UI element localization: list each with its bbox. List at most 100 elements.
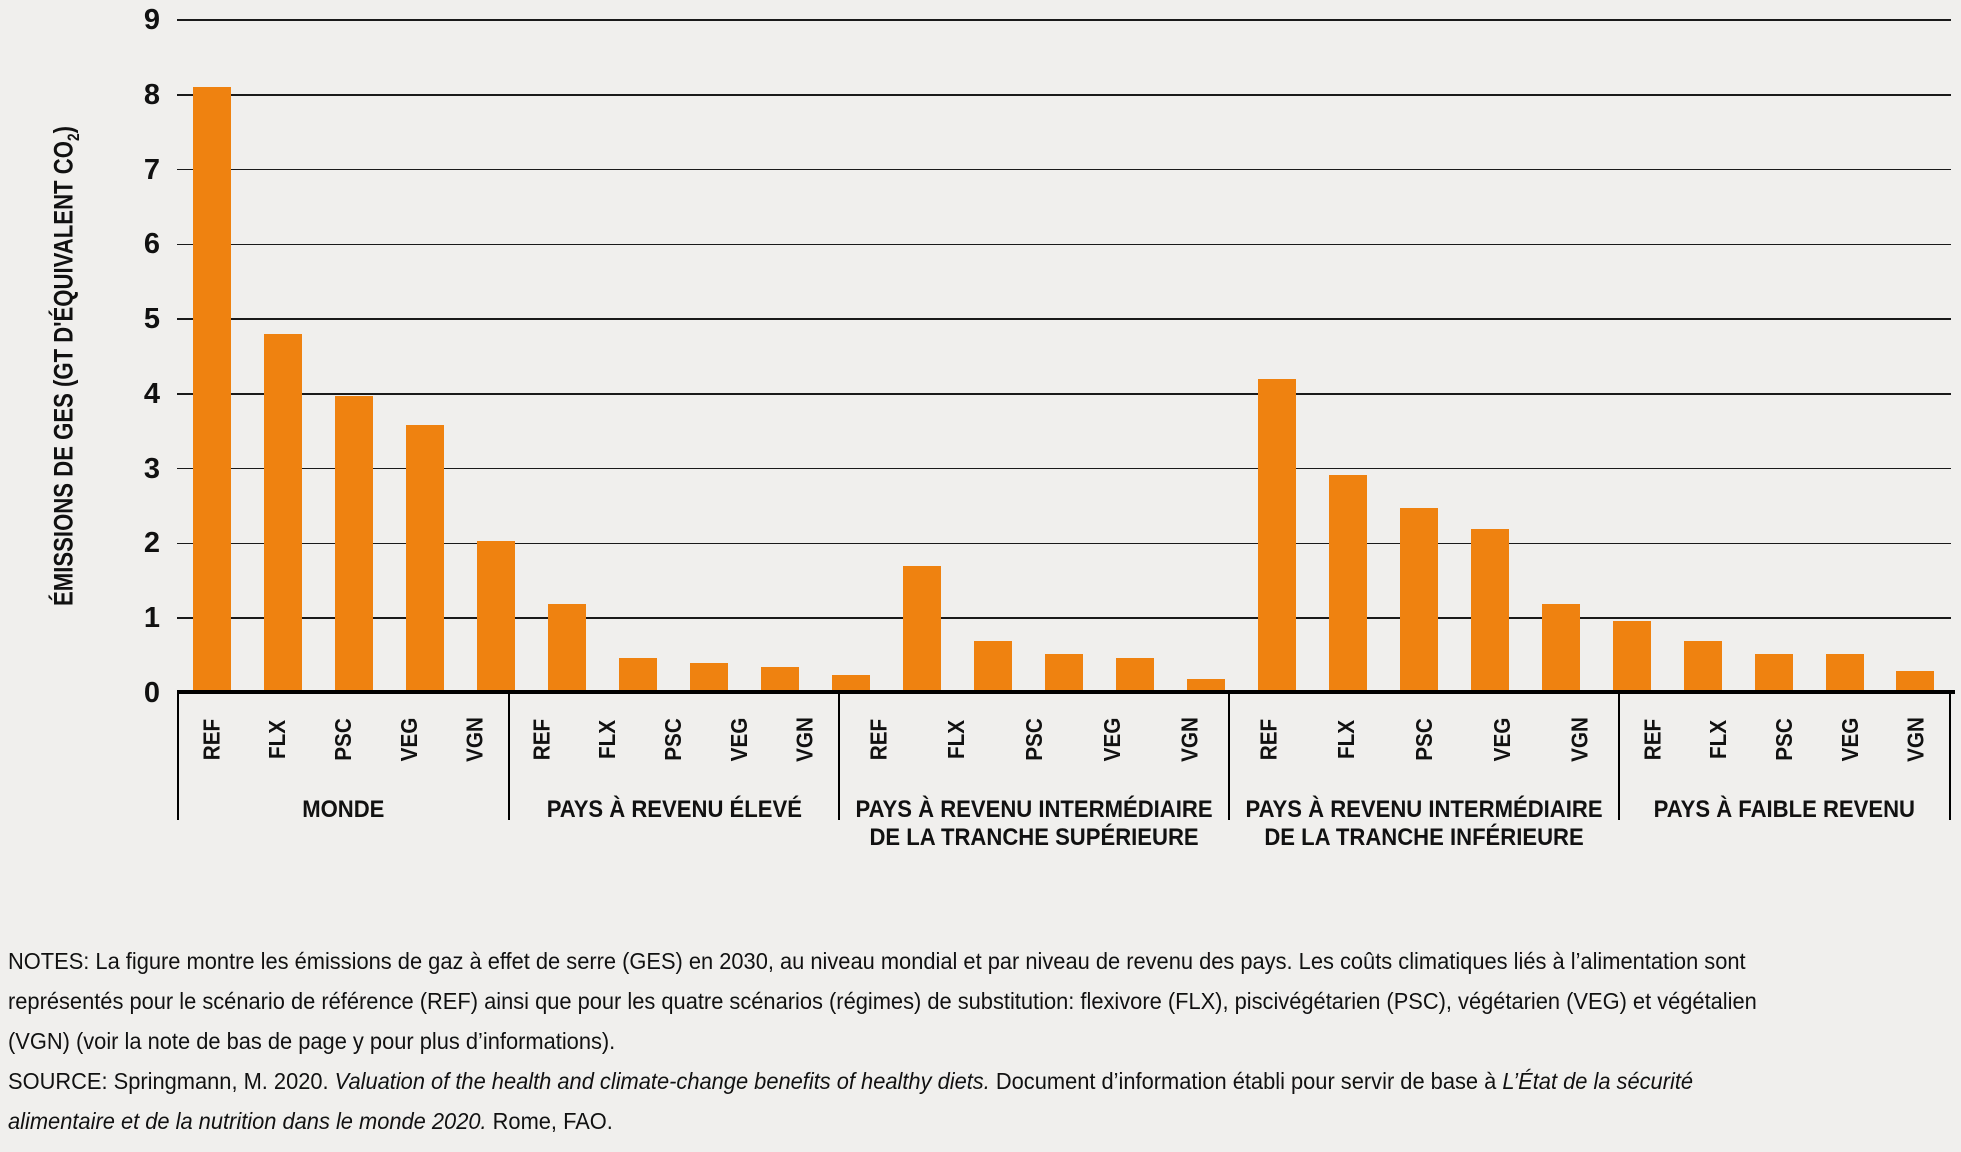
bar — [1825, 654, 1864, 693]
x-tick-label: VGN — [461, 716, 488, 762]
y-axis-tick-label: 0 — [143, 677, 160, 709]
x-tick-label: VEG — [1098, 717, 1125, 761]
y-axis-title-subscript: 2 — [63, 133, 83, 142]
bar — [193, 87, 232, 693]
bar-group — [177, 20, 532, 693]
category-label-slot: FLX — [918, 704, 996, 774]
bar-group — [1241, 20, 1596, 693]
bar-slot — [319, 20, 390, 693]
bar-slot — [1809, 20, 1880, 693]
bar — [1399, 508, 1438, 693]
notes-segment: (VGN) (voir la note de bas de page y pou… — [8, 1028, 616, 1054]
x-axis-line — [177, 690, 1955, 694]
category-label-row: REF FLX PSC VEG VGN — [1230, 694, 1618, 774]
category-label-slot: VGN — [442, 704, 508, 774]
bar-slot — [177, 20, 248, 693]
bar — [335, 396, 374, 693]
bar — [974, 640, 1013, 693]
bar-slot — [1312, 20, 1383, 693]
y-axis-tick-label: 3 — [143, 452, 160, 485]
category-label-row: REF FLX PSC VEG VGN — [179, 694, 508, 774]
y-axis-tick-label: 8 — [143, 78, 160, 111]
x-tick-label: FLX — [1333, 719, 1360, 759]
bar-group — [532, 20, 887, 693]
bar-slot — [1525, 20, 1596, 693]
group-label: PAYS À FAIBLE REVENU — [1634, 796, 1936, 824]
category-label-slot: VEG — [1463, 704, 1541, 774]
category-label-slot: VGN — [772, 704, 838, 774]
category-label-slot: VEG — [707, 704, 773, 774]
category-label-slot: PSC — [995, 704, 1073, 774]
bar-slot — [1170, 20, 1241, 693]
bar — [832, 675, 871, 693]
group-label-line: PAYS À REVENU ÉLEVÉ — [546, 796, 802, 823]
gridline — [177, 542, 1951, 545]
gridline — [177, 168, 1951, 171]
bar-slot — [1738, 20, 1809, 693]
x-tick-label: FLX — [264, 719, 291, 759]
bar-slot — [1454, 20, 1525, 693]
bar — [1754, 654, 1793, 693]
group-label-line: DE LA TRANCHE SUPÉRIEURE — [869, 824, 1199, 851]
notes-block: NOTES: La figure montre les émissions de… — [8, 941, 1757, 1141]
bar — [477, 541, 516, 693]
bar-slot — [1241, 20, 1312, 693]
group-label-cell: REF FLX PSC VEG VGN MONDE — [177, 694, 508, 823]
notes-segment: SOURCE: Springmann, M. 2020. — [8, 1068, 335, 1094]
gridline — [177, 19, 1951, 21]
notes-line: NOTES: La figure montre les émissions de… — [8, 941, 1757, 981]
x-tick-label: FLX — [1705, 719, 1732, 759]
y-axis-tick-label: 6 — [143, 228, 160, 261]
category-label-row: REF FLX PSC VEG VGN — [1620, 694, 1949, 774]
bar-slot — [887, 20, 958, 693]
x-tick-label: VEG — [726, 717, 753, 761]
x-tick-label: VEG — [1488, 717, 1515, 761]
category-label-row: REF FLX PSC VEG VGN — [510, 694, 839, 774]
group-label: PAYS À REVENU INTERMÉDIAIRE DE LA TRANCHE… — [856, 796, 1213, 852]
category-label-slot: FLX — [245, 704, 311, 774]
bar-slot — [958, 20, 1029, 693]
bar-slot — [248, 20, 319, 693]
bar — [1683, 640, 1722, 693]
bar-slot — [1667, 20, 1738, 693]
bar-slot — [390, 20, 461, 693]
x-tick-label: FLX — [943, 719, 970, 759]
notes-line: alimentaire et de la nutrition dans le m… — [8, 1101, 1757, 1141]
group-label: MONDE — [192, 796, 494, 824]
group-label-line: DE LA TRANCHE INFÉRIEURE — [1264, 824, 1585, 851]
group-label-line: MONDE — [302, 796, 385, 823]
y-axis-title-close: ) — [48, 126, 79, 134]
bar — [1115, 657, 1154, 693]
category-label-slot: PSC — [641, 704, 707, 774]
x-tick-label: PSC — [1410, 717, 1437, 761]
bar-slot — [1029, 20, 1100, 693]
notes-line: SOURCE: Springmann, M. 2020. Valuation o… — [8, 1061, 1757, 1101]
category-label-row: REF FLX PSC VEG VGN — [840, 694, 1228, 774]
y-axis-tick-label: 9 — [143, 4, 160, 36]
x-tick-label: REF — [1255, 718, 1282, 760]
bar — [264, 334, 303, 693]
x-tick-label: REF — [865, 718, 892, 760]
notes-italic-segment: L’État de la sécurité — [1502, 1068, 1694, 1094]
x-tick-label: VGN — [1902, 716, 1929, 762]
category-label-slot: VGN — [1541, 704, 1619, 774]
notes-segment: NOTES: La figure montre les émissions de… — [8, 948, 1746, 974]
bar-slot — [745, 20, 816, 693]
group-label-line: PAYS À REVENU INTERMÉDIAIRE — [1245, 796, 1603, 823]
category-label-slot: REF — [840, 704, 918, 774]
x-tick-label: REF — [198, 718, 225, 760]
bar — [1541, 604, 1580, 693]
category-label-slot: FLX — [575, 704, 641, 774]
bar-slot — [1099, 20, 1170, 693]
bar-slot — [603, 20, 674, 693]
x-tick-label: PSC — [1020, 717, 1047, 761]
notes-segment: Document d’information établi pour servi… — [989, 1068, 1503, 1094]
y-axis-tick-label: 1 — [143, 602, 160, 635]
bar-slot — [461, 20, 532, 693]
x-tick-label: PSC — [660, 717, 687, 761]
axis-label-area: REF FLX PSC VEG VGN MONDE REF FLX PSC VEG VGN PAYS … — [177, 694, 1951, 851]
bars-layer — [177, 20, 1951, 693]
category-label-slot: FLX — [1686, 704, 1752, 774]
bar — [1328, 475, 1367, 693]
